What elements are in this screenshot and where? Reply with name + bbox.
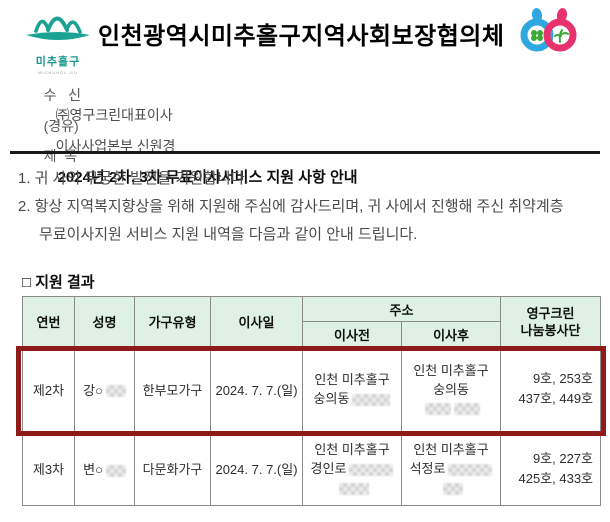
address-line: 숭의동 bbox=[433, 381, 469, 397]
col-header-name: 성명 bbox=[74, 296, 135, 347]
col-header-volunteer: 영구크린 나눔봉사단 bbox=[500, 296, 602, 347]
community-council-logo bbox=[517, 6, 583, 59]
body-line-2: 2. 항상 지역복지향상을 위해 지원해 주심에 감사드리며, 귀 사에서 진행… bbox=[18, 198, 564, 215]
via-line: (경유) 이사사업본부 신원경 bbox=[28, 100, 176, 172]
address-line bbox=[404, 478, 498, 497]
col-header-address: 주소 bbox=[301, 296, 502, 322]
divider-rule bbox=[10, 151, 600, 154]
cell-household: 한부모가구 bbox=[134, 346, 211, 432]
logo-sublabel: MICHUHOL-GU bbox=[38, 70, 78, 75]
col-header-volunteer-line1: 영구크린 bbox=[526, 305, 575, 321]
cell-move-date: 2024. 7. 7.(일) bbox=[210, 431, 303, 506]
body-line-3: 무료이사지원 서비스 지원 내역을 다음과 같이 안내 드립니다. bbox=[39, 226, 418, 243]
redacted-address-blur bbox=[425, 403, 451, 416]
address-text: 석정로 bbox=[409, 461, 446, 476]
redacted-address-blur bbox=[338, 482, 369, 495]
cell-address-after: 인천 미추홀구 석정로 bbox=[400, 431, 502, 506]
volunteer-line: 425호, 433호 bbox=[518, 470, 594, 486]
address-line: 인천 미추홀구 bbox=[314, 442, 390, 457]
address-line: 인천 미추홀구 bbox=[314, 372, 390, 387]
recipient-value: ㈜영구크린대표이사 bbox=[55, 107, 173, 123]
cell-address-after: 인천 미추홀구 숭의동 bbox=[400, 346, 502, 432]
redacted-name-blur bbox=[105, 385, 126, 398]
body-line-1: 1. 귀 사의 무궁한 발전을 기원합니다. bbox=[18, 170, 249, 187]
redacted-address-blur bbox=[448, 463, 493, 476]
volunteer-line: 9호, 253호 bbox=[532, 371, 594, 386]
section-title-support-results: □ 지원 결과 bbox=[22, 274, 95, 291]
redacted-address-blur bbox=[454, 403, 480, 416]
volunteer-line: 437호, 449호 bbox=[518, 391, 594, 406]
cell-name: 변○ bbox=[74, 431, 135, 506]
via-value: 이사사업본부 신원경 bbox=[55, 138, 176, 154]
cell-household: 다문화가구 bbox=[134, 431, 211, 506]
address-line: 숭의동 bbox=[305, 389, 399, 408]
col-header-volunteer-line2: 나눔봉사단 bbox=[520, 322, 581, 338]
address-line bbox=[305, 478, 399, 497]
subject-value: 2024년 2차, 3차 무료이사서비스 지원 사항 안내 bbox=[57, 169, 358, 186]
cell-round: 제3차 bbox=[22, 431, 75, 506]
organization-title: 인천광역시미추홀구지역사회보장협의체 bbox=[98, 23, 505, 50]
address-line: 석정로 bbox=[404, 459, 498, 478]
michuhol-gu-logo: 미추홀구 MICHUHOL-GU bbox=[20, 5, 96, 75]
redacted-name-blur bbox=[105, 464, 126, 477]
cell-name-visible: 강○ bbox=[83, 382, 103, 398]
address-text: 경인로 bbox=[310, 461, 347, 476]
volunteer-line: 9호, 227호 bbox=[532, 450, 594, 466]
col-header-address-before: 이사전 bbox=[302, 321, 402, 347]
address-line bbox=[404, 399, 498, 418]
address-line: 인천 미추홀구 bbox=[413, 442, 489, 457]
table-row-round2: 제2차 강○ 한부모가구 2024. 7. 7.(일) 인천 미추홀구 숭의동 … bbox=[22, 346, 602, 432]
col-header-move-date: 이사일 bbox=[210, 296, 303, 347]
via-label: (경유) bbox=[43, 118, 79, 134]
address-text: 숭의동 bbox=[313, 391, 350, 406]
recipient-line: 수 신 ㈜영구크린대표이사 bbox=[28, 69, 173, 141]
cell-volunteer-units: 9호, 253호 437호, 449호 bbox=[500, 346, 602, 432]
recipient-label: 수 신 bbox=[43, 87, 81, 103]
redacted-address-blur bbox=[442, 482, 463, 495]
support-results-table: 연번 성명 가구유형 이사일 주소 영구크린 나눔봉사단 이사전 이사후 제2차… bbox=[16, 296, 606, 506]
cell-volunteer-units: 9호, 227호 425호, 433호 bbox=[500, 431, 602, 506]
address-line: 경인로 bbox=[305, 459, 399, 478]
redacted-address-blur bbox=[352, 393, 391, 406]
cell-name-visible: 변○ bbox=[83, 462, 103, 477]
results-table: 연번 성명 가구유형 이사일 주소 영구크린 나눔봉사단 이사전 이사후 제2차… bbox=[22, 296, 602, 506]
cell-address-before: 인천 미추홀구 경인로 bbox=[302, 431, 402, 506]
col-header-address-after: 이사후 bbox=[400, 321, 502, 347]
address-line: 인천 미추홀구 bbox=[413, 362, 489, 378]
logo-label: 미추홀구 bbox=[35, 56, 81, 68]
redacted-address-blur bbox=[349, 463, 394, 476]
cell-round: 제2차 bbox=[22, 346, 75, 432]
letter-body: 1. 귀 사의 무궁한 발전을 기원합니다. 2. 항상 지역복지향상을 위해 … bbox=[18, 165, 596, 249]
table-row-round3: 제3차 변○ 다문화가구 2024. 7. 7.(일) 인천 미추홀구 경인로 … bbox=[22, 431, 602, 506]
cell-move-date: 2024. 7. 7.(일) bbox=[210, 346, 303, 432]
cell-name: 강○ bbox=[74, 346, 135, 432]
col-header-household: 가구유형 bbox=[134, 296, 211, 347]
people-rings-icon bbox=[520, 8, 577, 52]
col-header-seq: 연번 bbox=[22, 296, 75, 347]
mountain-logo-icon bbox=[26, 16, 90, 40]
cell-address-before: 인천 미추홀구 숭의동 bbox=[302, 346, 402, 432]
